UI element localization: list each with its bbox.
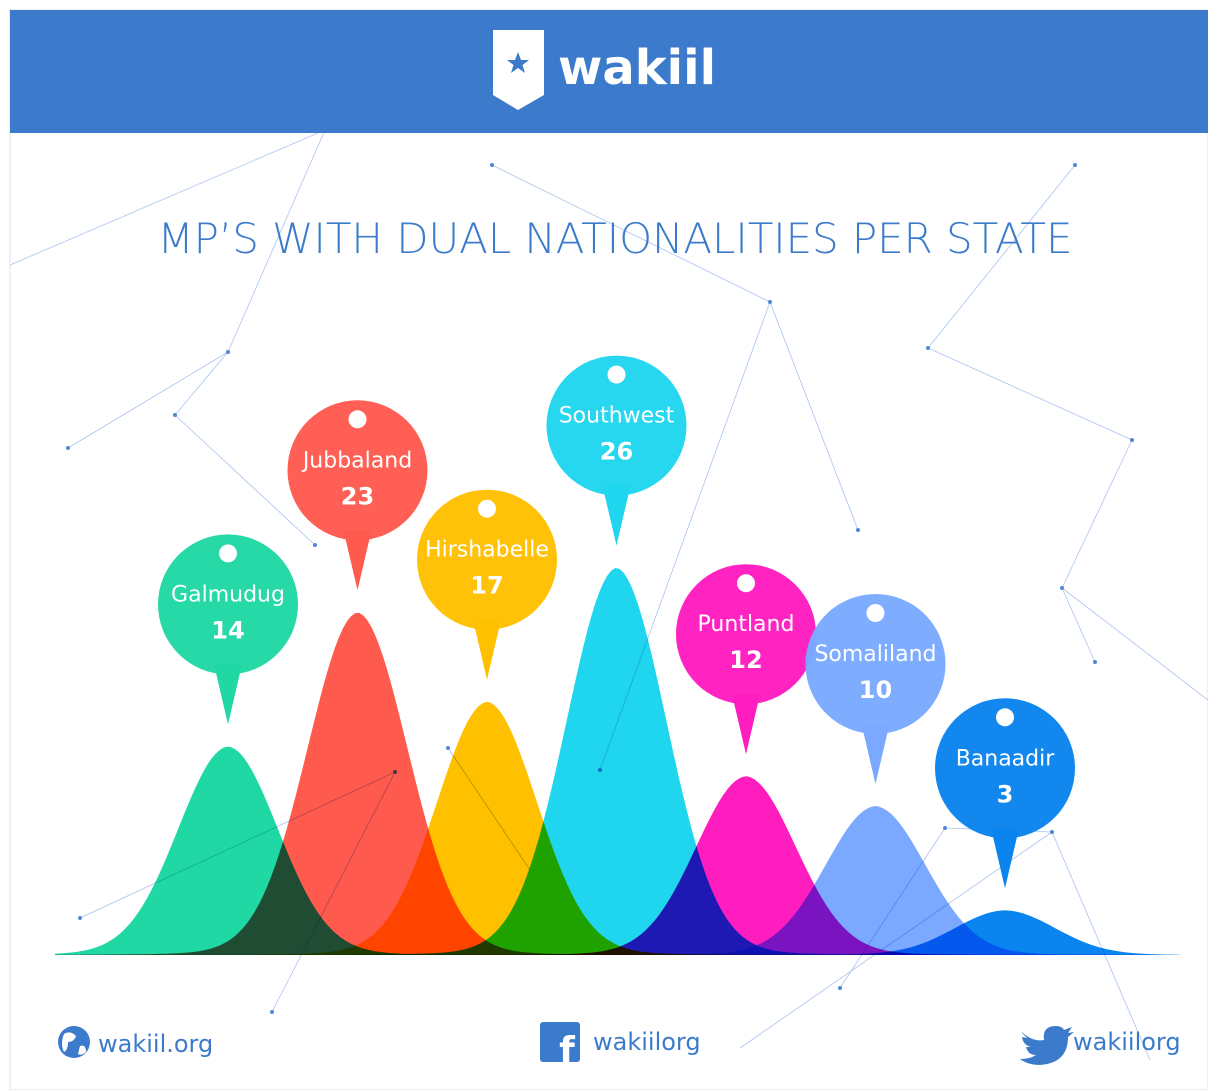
category-label: Galmudug <box>171 582 285 607</box>
value-label: 14 <box>211 616 244 644</box>
category-label: Southwest <box>559 404 675 429</box>
bubble-dot <box>867 604 885 622</box>
logo-text: wakiil <box>558 40 716 96</box>
bubble-dot <box>608 366 626 384</box>
logo-shield <box>493 30 544 110</box>
bubble-dot <box>219 544 237 562</box>
website-text: wakiil.org <box>98 1030 213 1058</box>
bubble-dot <box>996 708 1014 726</box>
value-label: 3 <box>997 780 1014 808</box>
infographic: wakiil MP’S WITH DUAL NATIONALITIES PER … <box>0 0 1208 1090</box>
bubble-dot <box>737 574 755 592</box>
category-label: Banaadir <box>956 746 1056 771</box>
bubble-dot <box>478 500 496 518</box>
value-label: 26 <box>600 438 633 466</box>
bubble-dot <box>349 410 367 428</box>
category-label: Hirshabelle <box>425 538 549 563</box>
facebook-f: f <box>559 1030 575 1071</box>
value-label: 12 <box>729 646 762 674</box>
category-label: Jubbaland <box>301 448 412 473</box>
value-label: 17 <box>470 572 503 600</box>
facebook-text: wakiilorg <box>593 1028 701 1056</box>
value-label: 10 <box>859 676 892 704</box>
category-label: Somaliland <box>814 642 936 667</box>
value-label: 23 <box>341 482 374 510</box>
twitter-text: wakiilorg <box>1073 1028 1181 1056</box>
chart-title: MP’S WITH DUAL NATIONALITIES PER STATE <box>158 214 1073 263</box>
category-label: Puntland <box>698 612 795 637</box>
